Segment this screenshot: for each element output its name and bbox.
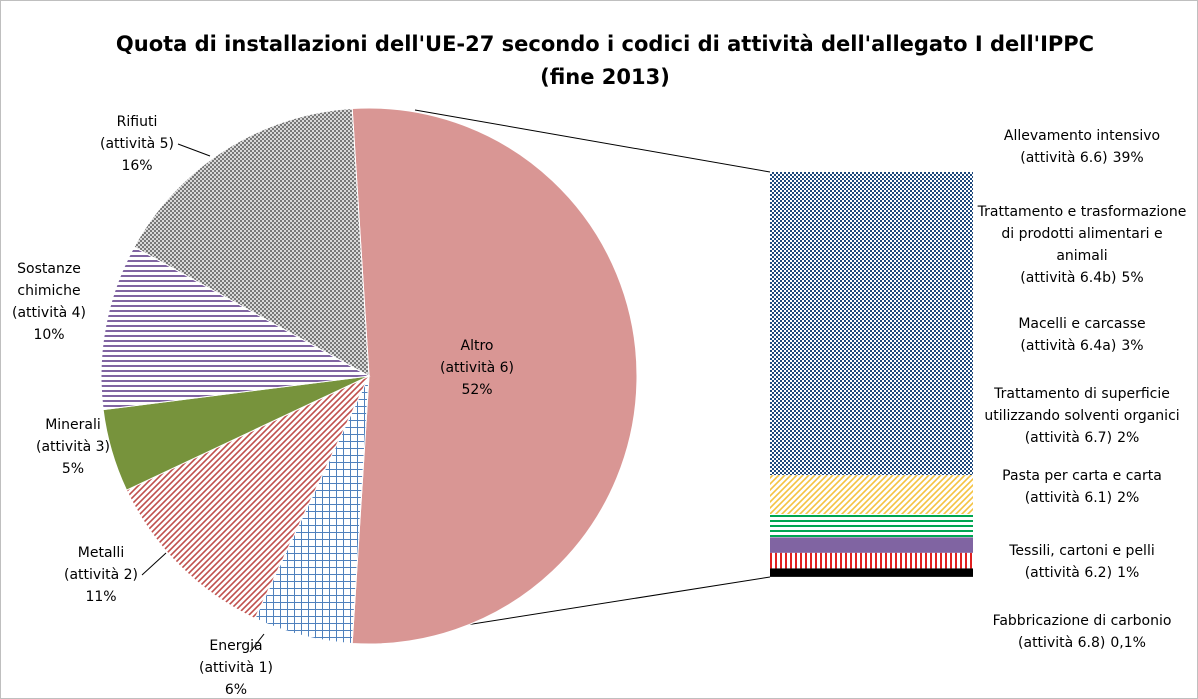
bar-label: (attività 6.4a) 3% — [1020, 338, 1143, 354]
bar-label: (attività 6.8) 0,1% — [1018, 635, 1146, 651]
bar-segment — [770, 537, 973, 553]
bar-label: Macelli e carcasse — [1018, 316, 1145, 332]
bar-label: Tessili, cartoni e pelli — [1008, 543, 1154, 559]
slice-label: Metalli — [78, 545, 124, 561]
slice-label: Rifiuti — [117, 114, 158, 130]
slice-label: Sostanze — [17, 261, 81, 277]
bar-label-line: (attività 6.4a) — [1020, 338, 1116, 354]
slice-value-label: 5% — [62, 461, 84, 477]
bar-label: Allevamento intensivo — [1004, 128, 1160, 144]
leader-line — [141, 552, 167, 576]
bar-label: animali — [1056, 248, 1107, 264]
bar-label-line: (attività 6.8) — [1018, 635, 1105, 651]
leader-line — [249, 633, 265, 653]
slice-label: (attività 2) — [64, 567, 138, 583]
slice-label: Altro — [461, 338, 494, 354]
bar-segment — [770, 568, 973, 577]
slice-label: Energia — [209, 638, 262, 654]
slice-value-label: 6% — [225, 682, 247, 698]
slice-label: (attività 1) — [199, 660, 273, 676]
slice-label: (attività 6) — [440, 360, 514, 376]
bar-value-label: 1% — [1117, 565, 1139, 581]
bar-value-label: 0,1% — [1110, 635, 1146, 651]
slice-value-label: 16% — [121, 158, 152, 174]
bar-label: Fabbricazione di carbonio — [993, 613, 1172, 629]
bar-label: Pasta per carta e carta — [1002, 468, 1162, 484]
connector-line — [414, 109, 771, 173]
bar-segment — [770, 514, 973, 538]
bar-label: (attività 6.2) 1% — [1025, 565, 1140, 581]
pie-slice — [125, 374, 371, 620]
bar-value-label: 39% — [1113, 150, 1144, 166]
bar-label: (attività 6.1) 2% — [1025, 490, 1140, 506]
bar-label-line: (attività 6.1) — [1025, 490, 1112, 506]
slice-value-label: 52% — [461, 382, 492, 398]
slice-value-label: 11% — [85, 589, 116, 605]
bar-label-line: (attività 6.6) — [1020, 150, 1107, 166]
chart-title: Quota di installazioni dell'UE-27 second… — [116, 32, 1094, 56]
bar-label: di prodotti alimentari e — [1001, 226, 1162, 242]
slice-label: (attività 3) — [36, 439, 110, 455]
chart-title: (fine 2013) — [540, 65, 670, 89]
bar-value-label: 5% — [1122, 270, 1144, 286]
slice-value-label: 10% — [33, 327, 64, 343]
bar-label: (attività 6.7) 2% — [1025, 430, 1140, 446]
bar-value-label: 2% — [1117, 490, 1139, 506]
bar-label-line: (attività 6.7) — [1025, 430, 1112, 446]
slice-label: (attività 4) — [12, 305, 86, 321]
bar-label-line: (attività 6.4b) — [1020, 270, 1116, 286]
slice-label: chimiche — [17, 283, 80, 299]
bar-label: Trattamento e trasformazione — [977, 204, 1187, 220]
bar-label: (attività 6.4b) 5% — [1020, 270, 1143, 286]
bar-label-line: (attività 6.2) — [1025, 565, 1112, 581]
pie-slice — [133, 107, 370, 377]
bar-segment — [770, 552, 973, 569]
leader-line — [177, 143, 211, 157]
bar-segment — [770, 172, 973, 476]
bar-value-label: 3% — [1121, 338, 1143, 354]
slice-label: (attività 5) — [100, 136, 174, 152]
bar-label: Trattamento di superficie — [993, 386, 1170, 402]
slice-label: Minerali — [45, 417, 101, 433]
bar-segment — [770, 576, 973, 577]
bar-label: utilizzando solventi organici — [984, 408, 1179, 424]
pie-slice — [351, 107, 638, 645]
bar-label: (attività 6.6) 39% — [1020, 150, 1143, 166]
bar-value-label: 2% — [1117, 430, 1139, 446]
bar-segment — [770, 475, 973, 515]
pie-slice — [100, 246, 371, 411]
